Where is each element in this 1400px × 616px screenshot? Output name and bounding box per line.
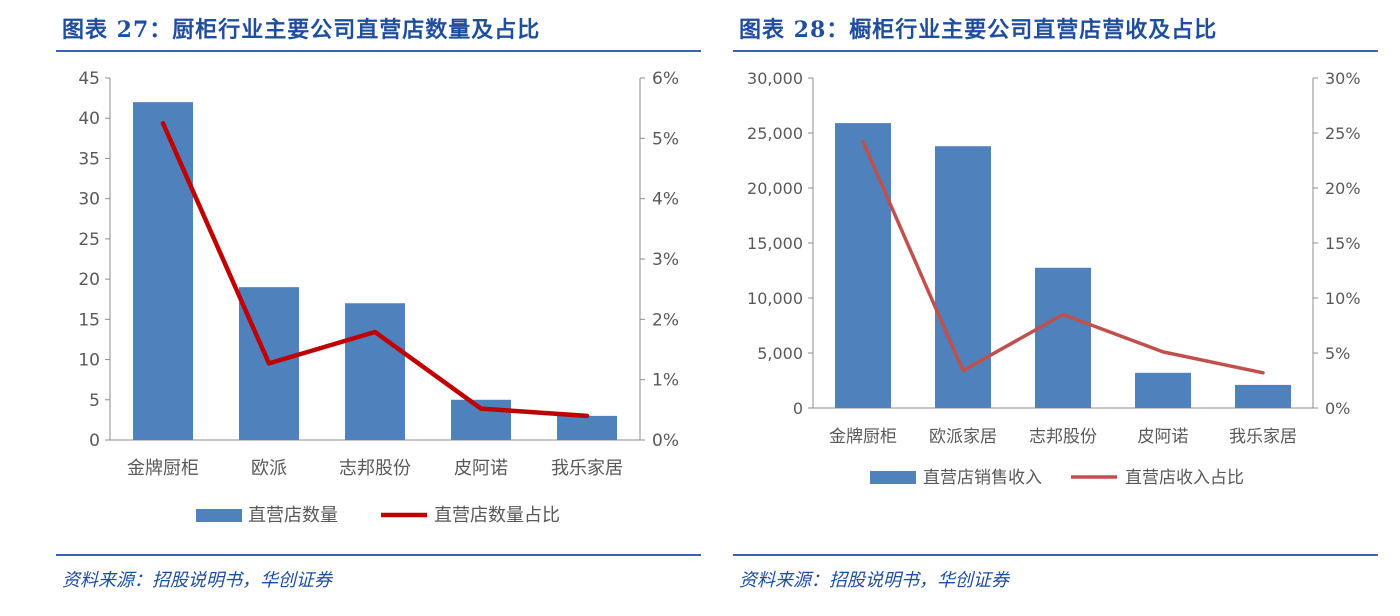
left-axis-tick-label: 30 xyxy=(78,190,100,210)
left-axis-tick-label: 35 xyxy=(78,149,100,169)
bar xyxy=(133,102,193,440)
figure-28-top-rule xyxy=(733,50,1378,52)
category-label: 皮阿诺 xyxy=(454,458,508,479)
bar xyxy=(935,146,991,408)
right-axis-tick-label: 1% xyxy=(652,371,679,391)
right-axis-tick-label: 6% xyxy=(652,69,679,89)
right-axis-tick-label: 0% xyxy=(1325,399,1350,418)
category-label: 我乐家居 xyxy=(551,458,623,479)
legend-bar-label: 直营店数量 xyxy=(248,505,338,526)
right-axis-tick-label: 30% xyxy=(1325,69,1361,88)
bar xyxy=(1235,384,1291,408)
figure-27-source: 资料来源：招股说明书，华创证券 xyxy=(62,570,332,591)
category-label: 欧派 xyxy=(251,458,287,479)
right-axis-tick-label: 5% xyxy=(1325,344,1350,363)
category-label: 金牌厨柜 xyxy=(127,458,199,479)
right-axis-tick-label: 10% xyxy=(1325,289,1361,308)
right-axis-tick-label: 3% xyxy=(652,250,679,270)
right-axis-tick-label: 15% xyxy=(1325,234,1361,253)
category-label: 志邦股份 xyxy=(339,458,411,479)
category-label: 皮阿诺 xyxy=(1138,427,1189,447)
legend-bar-swatch xyxy=(196,509,242,522)
right-axis-tick-label: 4% xyxy=(652,190,679,210)
left-axis-tick-label: 40 xyxy=(78,109,100,129)
figure-28-chart: 0 5,000 10,000 15,000 20,000 25,000 30,000 0% 5%… xyxy=(747,69,1361,488)
left-axis-tick-label: 15 xyxy=(78,310,100,330)
left-axis-tick-label: 20,000 xyxy=(747,179,803,198)
bar xyxy=(345,303,405,440)
left-axis-tick-label: 20 xyxy=(78,270,100,290)
figure-27-panel: 图表 27：厨柜行业主要公司直营店数量及占比 0 5 10 15 20 25 30 35 40 4… xyxy=(56,0,701,616)
left-axis-tick-label: 0 xyxy=(793,399,803,418)
legend-bar-swatch xyxy=(870,471,916,484)
legend-bar-label: 直营店销售收入 xyxy=(923,468,1042,488)
figure-28-title: 图表 28：橱柜行业主要公司直营店营收及占比 xyxy=(739,17,1218,43)
bar xyxy=(557,415,617,440)
right-axis-tick-label: 25% xyxy=(1325,124,1361,143)
legend-line-label: 直营店数量占比 xyxy=(434,505,560,526)
category-label: 我乐家居 xyxy=(1229,427,1297,447)
figure-28-bottom-rule xyxy=(733,554,1378,556)
left-axis-tick-label: 10 xyxy=(78,351,100,371)
left-axis-tick-label: 10,000 xyxy=(747,289,803,308)
figure-27-chart: 0 5 10 15 20 25 30 35 40 45 0% 1% 2% 3% 4% 5% 6% 金牌厨柜 欧派 志邦… xyxy=(78,69,679,526)
bar xyxy=(451,399,511,440)
left-axis-tick-label: 25,000 xyxy=(747,124,803,143)
figure-28-source: 资料来源：招股说明书，华创证券 xyxy=(739,570,1009,591)
right-axis-tick-label: 0% xyxy=(652,431,679,451)
left-axis-tick-label: 5,000 xyxy=(757,344,803,363)
right-axis-tick-label: 2% xyxy=(652,310,679,330)
left-axis-tick-label: 5 xyxy=(89,391,100,411)
legend-line-label: 直营店收入占比 xyxy=(1125,468,1244,488)
left-axis-tick-label: 45 xyxy=(78,69,100,89)
left-axis-tick-label: 30,000 xyxy=(747,69,803,88)
bar xyxy=(835,123,891,408)
right-axis-tick-label: 5% xyxy=(652,129,679,149)
figure-28-panel: 图表 28：橱柜行业主要公司直营店营收及占比 0 5,000 10,000 15,00… xyxy=(733,0,1378,616)
figure-27-title: 图表 27：厨柜行业主要公司直营店数量及占比 xyxy=(62,17,541,43)
bar xyxy=(1135,372,1191,408)
figure-27-bottom-rule xyxy=(56,554,701,556)
category-label: 欧派家居 xyxy=(929,427,997,447)
left-axis-tick-label: 25 xyxy=(78,230,100,250)
left-axis-tick-label: 0 xyxy=(89,431,100,451)
left-axis-tick-label: 15,000 xyxy=(747,234,803,253)
category-label: 金牌厨柜 xyxy=(829,427,897,447)
right-axis-tick-label: 20% xyxy=(1325,179,1361,198)
figure-27-top-rule xyxy=(56,50,701,52)
category-label: 志邦股份 xyxy=(1029,427,1097,447)
bar xyxy=(1035,267,1091,408)
